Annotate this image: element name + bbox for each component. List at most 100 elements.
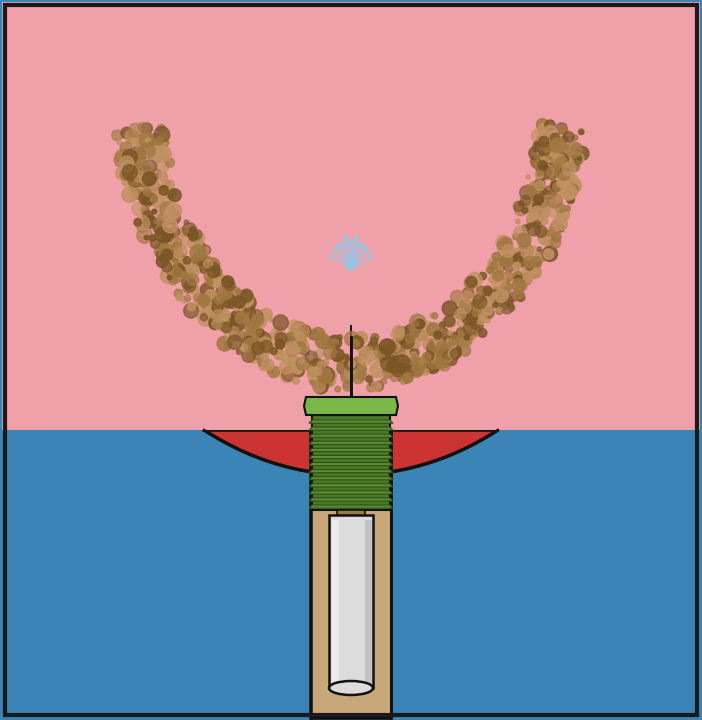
Circle shape bbox=[309, 364, 315, 370]
Circle shape bbox=[380, 378, 387, 384]
Circle shape bbox=[244, 336, 253, 346]
Circle shape bbox=[489, 277, 494, 282]
Circle shape bbox=[140, 192, 144, 196]
Circle shape bbox=[550, 220, 563, 233]
Circle shape bbox=[198, 269, 201, 273]
Circle shape bbox=[375, 353, 385, 363]
Circle shape bbox=[130, 161, 137, 168]
Circle shape bbox=[477, 315, 485, 324]
Circle shape bbox=[355, 364, 366, 375]
Circle shape bbox=[155, 227, 171, 243]
Circle shape bbox=[422, 368, 429, 375]
Circle shape bbox=[411, 338, 420, 348]
Circle shape bbox=[149, 141, 154, 146]
Circle shape bbox=[319, 381, 327, 389]
Circle shape bbox=[252, 314, 263, 326]
Circle shape bbox=[567, 158, 579, 170]
Circle shape bbox=[144, 160, 157, 173]
Circle shape bbox=[535, 226, 547, 238]
Circle shape bbox=[556, 173, 560, 177]
Circle shape bbox=[513, 271, 522, 280]
Circle shape bbox=[220, 288, 232, 300]
Circle shape bbox=[186, 264, 199, 277]
Circle shape bbox=[517, 233, 531, 247]
Circle shape bbox=[245, 332, 259, 346]
Circle shape bbox=[393, 330, 404, 341]
Circle shape bbox=[455, 307, 466, 319]
Circle shape bbox=[540, 207, 550, 218]
Circle shape bbox=[182, 276, 194, 289]
Circle shape bbox=[183, 256, 191, 264]
Circle shape bbox=[119, 149, 133, 164]
Circle shape bbox=[253, 353, 260, 359]
Circle shape bbox=[491, 262, 498, 269]
Circle shape bbox=[370, 337, 378, 345]
Circle shape bbox=[387, 342, 397, 353]
Circle shape bbox=[540, 188, 546, 194]
Circle shape bbox=[435, 357, 447, 369]
Circle shape bbox=[449, 345, 460, 356]
Circle shape bbox=[470, 284, 474, 288]
Circle shape bbox=[169, 247, 182, 259]
Circle shape bbox=[218, 291, 226, 298]
Circle shape bbox=[572, 156, 577, 160]
Circle shape bbox=[140, 143, 155, 158]
Circle shape bbox=[543, 142, 553, 152]
Circle shape bbox=[523, 256, 536, 269]
Circle shape bbox=[535, 179, 545, 188]
Circle shape bbox=[449, 336, 458, 345]
Circle shape bbox=[533, 185, 545, 197]
Ellipse shape bbox=[329, 681, 373, 695]
Circle shape bbox=[329, 254, 333, 258]
Circle shape bbox=[262, 359, 274, 371]
Circle shape bbox=[169, 227, 180, 237]
Circle shape bbox=[553, 152, 569, 168]
Circle shape bbox=[352, 367, 357, 372]
Circle shape bbox=[275, 333, 287, 344]
Circle shape bbox=[129, 179, 145, 194]
Circle shape bbox=[357, 242, 361, 246]
Circle shape bbox=[449, 333, 459, 343]
Circle shape bbox=[122, 149, 137, 164]
Circle shape bbox=[526, 212, 541, 227]
Circle shape bbox=[500, 254, 513, 267]
Circle shape bbox=[550, 148, 559, 158]
Circle shape bbox=[206, 302, 221, 318]
Circle shape bbox=[428, 356, 441, 369]
Circle shape bbox=[430, 313, 435, 318]
Circle shape bbox=[212, 293, 218, 298]
Circle shape bbox=[230, 310, 244, 325]
Circle shape bbox=[423, 338, 435, 350]
Circle shape bbox=[195, 297, 211, 312]
Circle shape bbox=[201, 256, 213, 268]
Circle shape bbox=[537, 247, 542, 251]
Circle shape bbox=[569, 174, 578, 184]
Circle shape bbox=[318, 371, 329, 382]
Circle shape bbox=[458, 307, 465, 315]
Circle shape bbox=[157, 256, 168, 267]
Circle shape bbox=[159, 173, 168, 181]
Circle shape bbox=[571, 152, 579, 160]
Circle shape bbox=[366, 353, 375, 361]
Circle shape bbox=[522, 207, 528, 213]
Circle shape bbox=[497, 307, 502, 312]
Circle shape bbox=[267, 367, 273, 374]
Circle shape bbox=[366, 383, 376, 392]
Circle shape bbox=[534, 164, 538, 169]
Circle shape bbox=[191, 231, 204, 245]
Circle shape bbox=[146, 216, 156, 226]
Circle shape bbox=[236, 318, 242, 325]
Circle shape bbox=[240, 344, 248, 351]
Circle shape bbox=[227, 298, 237, 309]
Circle shape bbox=[323, 339, 327, 343]
Circle shape bbox=[374, 346, 388, 359]
Circle shape bbox=[285, 331, 300, 346]
Circle shape bbox=[557, 208, 569, 220]
Circle shape bbox=[439, 355, 451, 367]
Circle shape bbox=[122, 165, 137, 180]
Circle shape bbox=[354, 357, 361, 364]
Circle shape bbox=[442, 318, 451, 328]
Circle shape bbox=[462, 310, 477, 325]
Circle shape bbox=[479, 272, 486, 280]
Circle shape bbox=[538, 230, 554, 246]
